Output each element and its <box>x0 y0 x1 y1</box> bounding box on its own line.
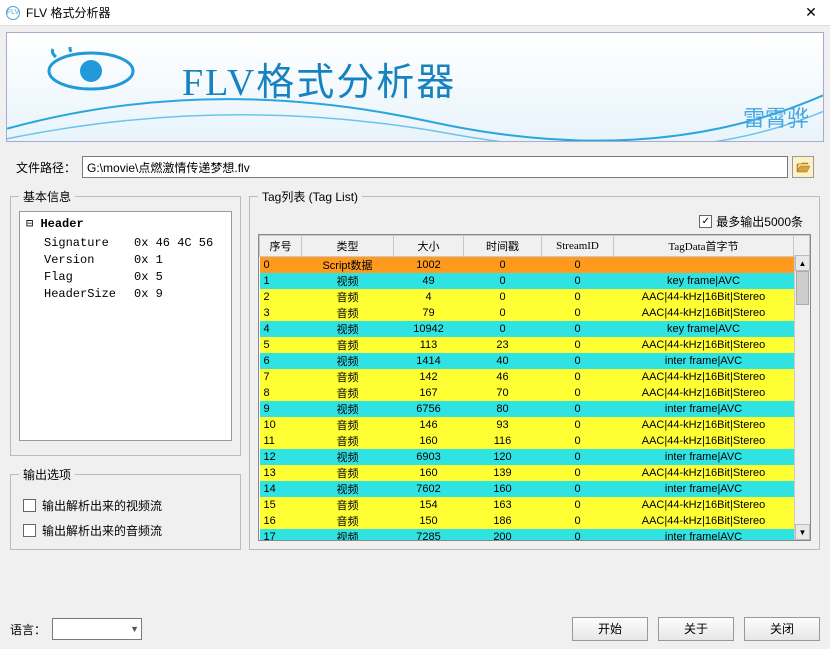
close-icon[interactable]: ✕ <box>798 4 824 21</box>
path-input[interactable] <box>82 156 788 178</box>
basic-info-group: 基本信息 Header Signature0x 46 4C 56Version0… <box>10 188 241 456</box>
checkbox-audio-label: 输出解析出来的音频流 <box>42 522 162 539</box>
scroll-thumb[interactable] <box>796 271 809 305</box>
table-row[interactable]: 15音频1541630AAC|44-kHz|16Bit|Stereo <box>260 497 810 513</box>
tag-grid[interactable]: 序号类型大小时间戳StreamIDTagData首字节 0Script数据100… <box>258 234 811 541</box>
tree-row[interactable]: Flag0x 5 <box>26 269 225 286</box>
table-row[interactable]: 9视频6756800inter frame|AVC <box>260 401 810 417</box>
table-row[interactable]: 14视频76021600inter frame|AVC <box>260 481 810 497</box>
table-row[interactable]: 0Script数据100200 <box>260 257 810 274</box>
table-row[interactable]: 4视频1094200key frame|AVC <box>260 321 810 337</box>
scroll-down-icon[interactable]: ▼ <box>795 524 810 540</box>
column-header[interactable]: 时间戳 <box>464 236 542 257</box>
output-options-group: 输出选项 输出解析出来的视频流 输出解析出来的音频流 <box>10 466 241 550</box>
output-legend: 输出选项 <box>19 466 75 483</box>
header-tree[interactable]: Header Signature0x 46 4C 56Version0x 1Fl… <box>19 211 232 441</box>
banner: FLV格式分析器 雷霄骅 <box>6 32 824 142</box>
table-row[interactable]: 10音频146930AAC|44-kHz|16Bit|Stereo <box>260 417 810 433</box>
path-label: 文件路径： <box>16 159 76 176</box>
close-button[interactable]: 关闭 <box>744 617 820 641</box>
table-row[interactable]: 1视频4900key frame|AVC <box>260 273 810 289</box>
column-header[interactable]: 序号 <box>260 236 302 257</box>
column-header[interactable]: StreamID <box>542 236 614 257</box>
column-header[interactable]: 类型 <box>302 236 394 257</box>
tree-row[interactable]: Version0x 1 <box>26 252 225 269</box>
start-button[interactable]: 开始 <box>572 617 648 641</box>
table-row[interactable]: 12视频69031200inter frame|AVC <box>260 449 810 465</box>
window-title: FLV 格式分析器 <box>26 4 798 21</box>
folder-open-icon <box>796 161 810 173</box>
column-header[interactable]: 大小 <box>394 236 464 257</box>
banner-title: FLV格式分析器 <box>182 51 456 106</box>
basic-info-legend: 基本信息 <box>19 188 75 205</box>
table-row[interactable]: 7音频142460AAC|44-kHz|16Bit|Stereo <box>260 369 810 385</box>
table-row[interactable]: 17视频72852000inter frame|AVC <box>260 529 810 541</box>
language-label: 语言： <box>10 621 46 638</box>
limit-checkbox[interactable]: ✓ <box>699 215 712 228</box>
table-row[interactable]: 16音频1501860AAC|44-kHz|16Bit|Stereo <box>260 513 810 529</box>
table-row[interactable]: 8音频167700AAC|44-kHz|16Bit|Stereo <box>260 385 810 401</box>
chevron-down-icon: ▼ <box>130 624 139 634</box>
tree-row[interactable]: Signature0x 46 4C 56 <box>26 235 225 252</box>
app-icon: FLV <box>6 6 20 20</box>
table-row[interactable]: 3音频7900AAC|44-kHz|16Bit|Stereo <box>260 305 810 321</box>
table-row[interactable]: 6视频1414400inter frame|AVC <box>260 353 810 369</box>
scroll-up-icon[interactable]: ▲ <box>795 255 810 271</box>
banner-author: 雷霄骅 <box>743 101 809 133</box>
column-header[interactable]: TagData首字节 <box>614 236 794 257</box>
checkbox-video-label: 输出解析出来的视频流 <box>42 497 162 514</box>
language-select[interactable]: ▼ <box>52 618 142 640</box>
taglist-group: Tag列表 (Tag List) ✓ 最多输出5000条 序号类型大小时间戳St… <box>249 188 820 550</box>
open-file-button[interactable] <box>792 156 814 178</box>
taglist-legend: Tag列表 (Tag List) <box>258 188 362 205</box>
checkbox-video[interactable] <box>23 499 36 512</box>
title-bar: FLV FLV 格式分析器 ✕ <box>0 0 830 26</box>
table-row[interactable]: 11音频1601160AAC|44-kHz|16Bit|Stereo <box>260 433 810 449</box>
eye-logo-icon <box>41 47 141 103</box>
table-row[interactable]: 5音频113230AAC|44-kHz|16Bit|Stereo <box>260 337 810 353</box>
tree-root[interactable]: Header <box>26 216 225 233</box>
checkbox-audio[interactable] <box>23 524 36 537</box>
limit-label: 最多输出5000条 <box>716 213 803 230</box>
tree-row[interactable]: HeaderSize0x 9 <box>26 286 225 303</box>
table-row[interactable]: 13音频1601390AAC|44-kHz|16Bit|Stereo <box>260 465 810 481</box>
about-button[interactable]: 关于 <box>658 617 734 641</box>
vertical-scrollbar[interactable]: ▲ ▼ <box>794 255 810 540</box>
table-row[interactable]: 2音频400AAC|44-kHz|16Bit|Stereo <box>260 289 810 305</box>
